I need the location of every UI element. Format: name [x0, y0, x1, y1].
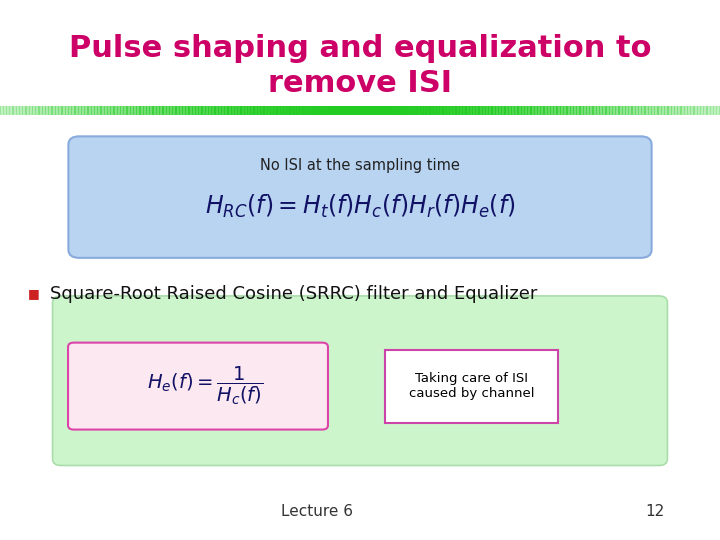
Text: $H_{RC}(f) = H_t(f)H_c(f)H_r(f)H_e(f)$: $H_{RC}(f) = H_t(f)H_c(f)H_r(f)H_e(f)$: [204, 193, 516, 220]
FancyBboxPatch shape: [68, 137, 652, 258]
Text: Pulse shaping and equalization to: Pulse shaping and equalization to: [68, 34, 652, 63]
FancyBboxPatch shape: [53, 296, 667, 465]
Text: No ISI at the sampling time: No ISI at the sampling time: [260, 158, 460, 173]
Text: $H_e(f) = \dfrac{1}{H_c(f)}$: $H_e(f) = \dfrac{1}{H_c(f)}$: [147, 365, 264, 407]
FancyBboxPatch shape: [385, 350, 558, 422]
Text: ■: ■: [28, 287, 40, 300]
FancyBboxPatch shape: [68, 343, 328, 430]
Text: remove ISI: remove ISI: [268, 69, 452, 98]
Text: 12: 12: [646, 504, 665, 519]
Text: Taking care of ISI
caused by channel: Taking care of ISI caused by channel: [409, 372, 534, 400]
Text: Square-Root Raised Cosine (SRRC) filter and Equalizer: Square-Root Raised Cosine (SRRC) filter …: [50, 285, 538, 303]
Text: Lecture 6: Lecture 6: [281, 504, 353, 519]
